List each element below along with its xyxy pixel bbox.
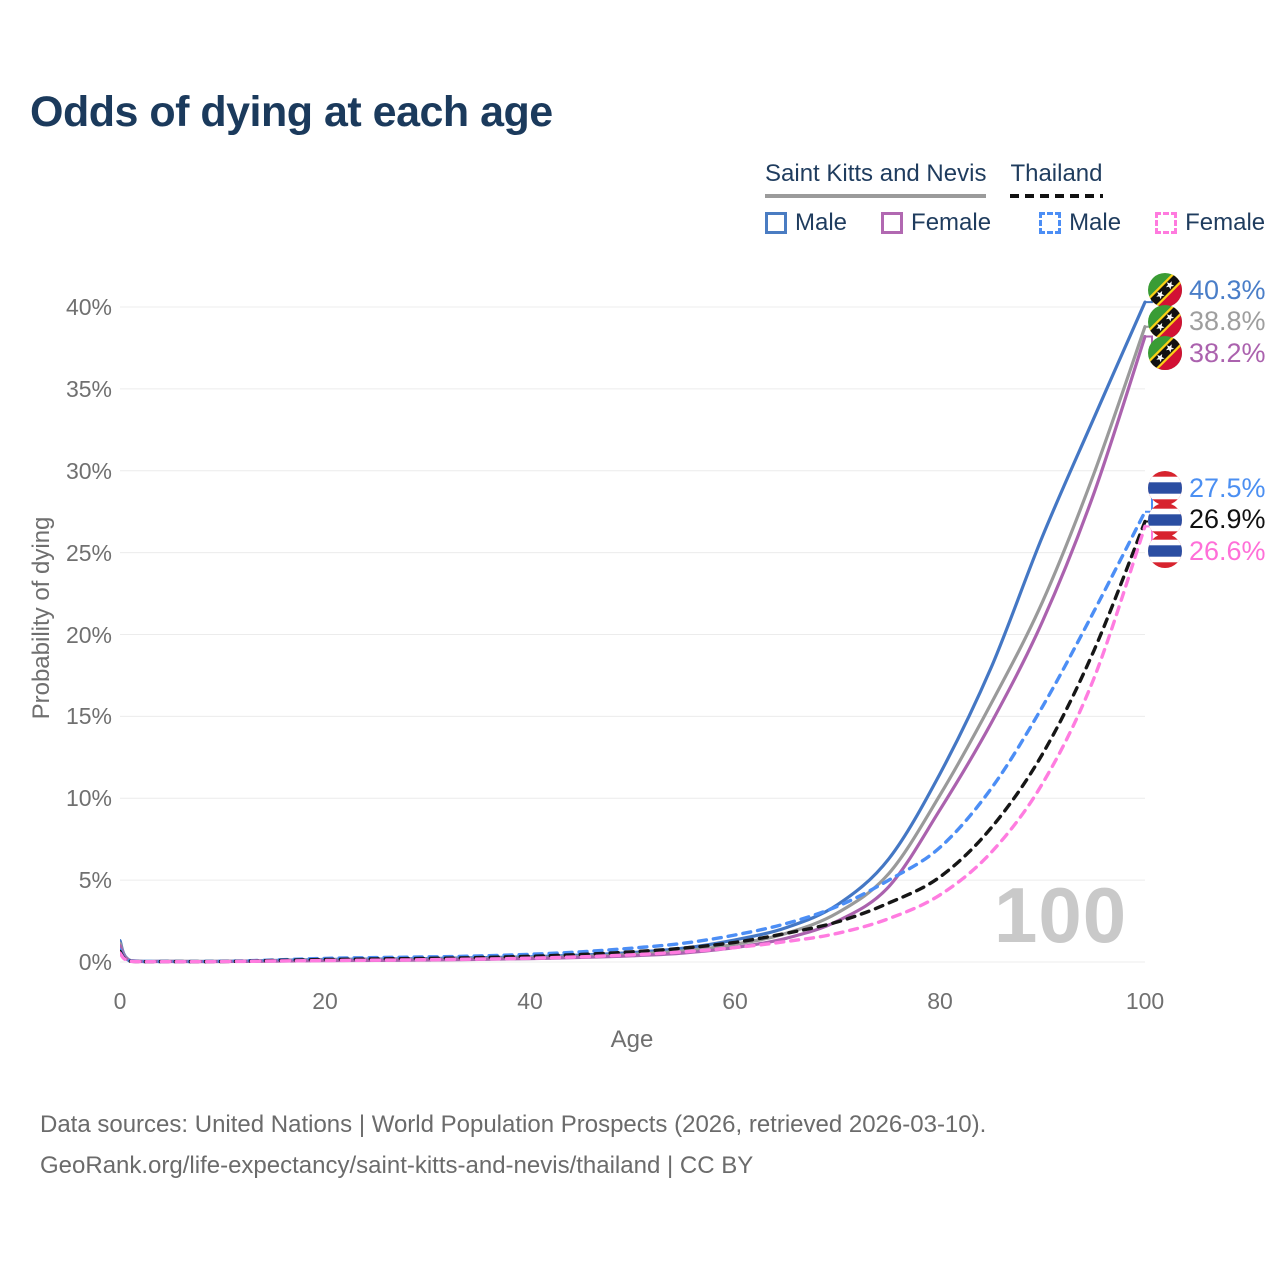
series-end-label: 26.9% bbox=[1148, 502, 1266, 537]
male-dashed-swatch-icon bbox=[1039, 212, 1062, 234]
male-solid-swatch-icon bbox=[765, 212, 787, 234]
series-end-label: 38.2% bbox=[1148, 336, 1266, 371]
x-axis-title: Age bbox=[610, 1026, 654, 1053]
legend: Saint Kitts and Nevis Thailand Male Fema… bbox=[765, 160, 1265, 237]
y-tick-label: 5% bbox=[78, 867, 112, 894]
data-sources-text: Data sources: United Nations | World Pop… bbox=[40, 1111, 987, 1138]
legend-country-label: Thailand bbox=[1010, 160, 1103, 187]
legend-country-saint-kitts-and-nevis: Saint Kitts and Nevis bbox=[765, 160, 987, 198]
series-end-label: 26.6% bbox=[1148, 534, 1266, 569]
legend-item-skn-male[interactable]: Male bbox=[765, 209, 847, 237]
x-tick-label: 80 bbox=[927, 988, 953, 1014]
thailand-flag-icon bbox=[1148, 502, 1182, 537]
end-value: 27.5% bbox=[1189, 472, 1266, 503]
y-tick-label: 20% bbox=[65, 621, 112, 648]
x-tick-label: 100 bbox=[1125, 988, 1165, 1014]
saint-kitts-and-nevis-flag-icon bbox=[1148, 304, 1182, 339]
x-tick-label: 60 bbox=[722, 988, 748, 1014]
end-value: 38.8% bbox=[1189, 306, 1266, 337]
dashed-line-swatch bbox=[1010, 194, 1103, 198]
x-tick-label: 0 bbox=[113, 988, 127, 1014]
legend-item-skn-female[interactable]: Female bbox=[881, 209, 991, 237]
saint-kitts-and-nevis-flag-icon bbox=[1148, 336, 1182, 371]
y-tick-label: 25% bbox=[65, 539, 112, 566]
end-value: 38.2% bbox=[1189, 337, 1266, 368]
source-url-text: GeoRank.org/life-expectancy/saint-kitts-… bbox=[40, 1152, 754, 1179]
age-counter-watermark: 100 bbox=[994, 871, 1128, 959]
y-tick-label: 10% bbox=[65, 785, 112, 812]
female-solid-swatch-icon bbox=[881, 212, 904, 234]
legend-country-label: Saint Kitts and Nevis bbox=[765, 160, 987, 187]
legend-items: Male Female Male Female bbox=[765, 209, 1265, 237]
footer: Data sources: United Nations | World Pop… bbox=[40, 1104, 986, 1186]
series-line bbox=[120, 510, 1147, 964]
end-value: 26.9% bbox=[1189, 504, 1266, 535]
legend-country-thailand: Thailand bbox=[1010, 160, 1103, 198]
chart-canvas bbox=[120, 289, 1161, 964]
y-tick-label: 0% bbox=[78, 949, 112, 975]
series-end-label: 27.5% bbox=[1148, 471, 1266, 506]
solid-line-swatch bbox=[765, 194, 987, 198]
x-tick-label: 40 bbox=[517, 988, 543, 1014]
series-line bbox=[120, 334, 1147, 964]
x-tick-label: 20 bbox=[312, 988, 338, 1014]
end-value: 40.3% bbox=[1189, 274, 1266, 305]
series-end-label: 40.3% bbox=[1148, 273, 1266, 308]
thailand-flag-icon bbox=[1148, 534, 1182, 569]
thailand-flag-icon bbox=[1148, 471, 1182, 506]
legend-country-titles: Saint Kitts and Nevis Thailand bbox=[765, 160, 1265, 198]
y-tick-label: 40% bbox=[65, 294, 112, 320]
series-line bbox=[120, 300, 1147, 964]
series-end-label: 38.8% bbox=[1148, 304, 1266, 339]
legend-item-thailand-female[interactable]: Female bbox=[1155, 209, 1265, 237]
y-tick-label: 15% bbox=[65, 703, 112, 730]
series-line bbox=[120, 519, 1147, 964]
end-value: 26.6% bbox=[1189, 535, 1266, 566]
female-dashed-swatch-icon bbox=[1155, 212, 1178, 234]
page-title: Odds of dying at each age bbox=[30, 88, 553, 136]
legend-item-thailand-male[interactable]: Male bbox=[1039, 209, 1121, 237]
series-line bbox=[120, 325, 1147, 964]
y-tick-label: 30% bbox=[65, 457, 112, 484]
y-tick-label: 35% bbox=[65, 375, 112, 402]
series-line bbox=[120, 524, 1147, 964]
saint-kitts-and-nevis-flag-icon bbox=[1148, 273, 1182, 308]
